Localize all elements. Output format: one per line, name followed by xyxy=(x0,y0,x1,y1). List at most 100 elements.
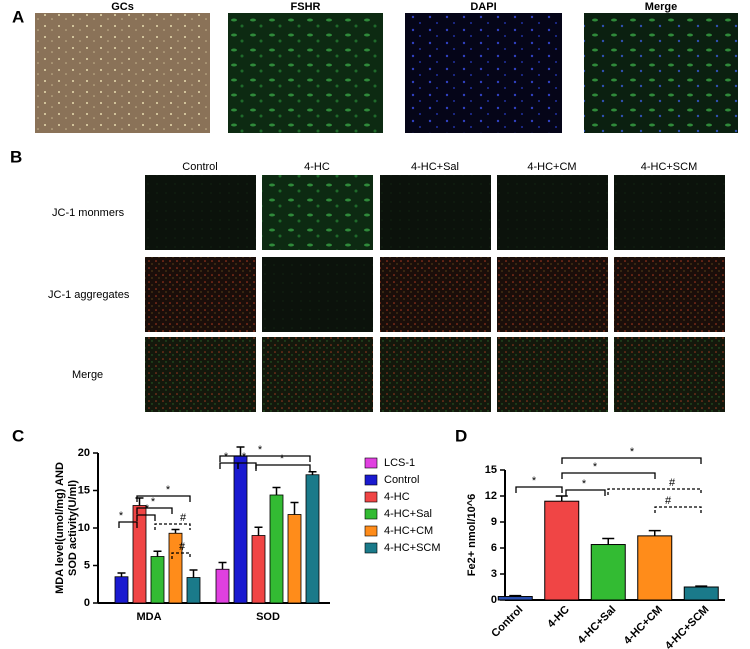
y-tick-label: 0 xyxy=(491,594,497,606)
significance-mark: * xyxy=(151,496,156,508)
bar xyxy=(168,532,183,604)
bar xyxy=(544,500,580,601)
significance-mark: * xyxy=(630,446,635,458)
bar xyxy=(251,535,266,604)
x-tick-label: 4-HC xyxy=(545,604,572,631)
y-tick-label: 9 xyxy=(491,516,497,528)
x-tick-label: 4-HC+CM xyxy=(622,604,665,647)
micrograph xyxy=(228,13,383,133)
y-tick-label: 5 xyxy=(84,559,90,571)
column-label: 4-HC+SCM xyxy=(641,161,698,173)
y-axis-label: SOD activity(U/ml) xyxy=(67,480,79,576)
image-title: GCs xyxy=(111,1,134,13)
error-bar xyxy=(236,446,245,456)
bar xyxy=(215,568,230,604)
y-tick-label: 3 xyxy=(491,568,497,580)
y-tick-label: 0 xyxy=(84,597,90,609)
significance-mark: * xyxy=(224,451,229,463)
error-bar xyxy=(117,572,126,577)
significance-bracket xyxy=(118,521,138,528)
legend-swatch xyxy=(364,542,378,554)
micrograph xyxy=(380,337,491,412)
significance-mark: * xyxy=(582,478,587,490)
micrograph xyxy=(380,257,491,332)
significance-bracket xyxy=(561,457,702,464)
significance-mark: * xyxy=(532,475,537,487)
x-tick-label: Control xyxy=(489,604,525,640)
micrograph xyxy=(614,337,725,412)
image-title: FSHR xyxy=(291,1,321,13)
error-bar xyxy=(254,526,263,536)
micrograph xyxy=(145,257,256,332)
error-bar xyxy=(272,486,281,495)
y-tick-label: 20 xyxy=(78,447,90,459)
x-tick-label: 4-HC+SCM xyxy=(663,604,711,649)
bar xyxy=(233,455,248,604)
row-label: JC-1 monmers xyxy=(52,207,125,219)
error-bar xyxy=(308,471,317,475)
row-label: JC-1 aggregates xyxy=(48,289,130,301)
column-label: Control xyxy=(182,161,217,173)
legend-label: 4-HC+Sal xyxy=(384,508,432,520)
y-tick-label: 12 xyxy=(485,490,497,502)
error-bar xyxy=(171,528,180,534)
legend-label: 4-HC xyxy=(384,491,410,503)
column-label: 4-HC xyxy=(304,161,330,173)
significance-mark: # xyxy=(179,541,186,553)
significance-bracket xyxy=(654,506,702,513)
significance-bracket xyxy=(515,486,563,493)
error-bar xyxy=(189,569,198,578)
bar xyxy=(497,596,533,601)
y-axis-label: Fe2+ nmol/10^6 xyxy=(466,494,478,577)
micrograph xyxy=(614,175,725,250)
panel-label: B xyxy=(10,147,22,166)
micrograph xyxy=(262,337,373,412)
micrograph xyxy=(584,13,738,133)
bar xyxy=(269,494,284,604)
significance-mark: # xyxy=(665,495,672,507)
significance-bracket xyxy=(561,472,656,479)
micrograph xyxy=(35,13,210,133)
y-tick-label: 15 xyxy=(485,464,497,476)
bar xyxy=(150,556,165,604)
x-tick-label: 4-HC+Sal xyxy=(576,604,619,647)
significance-mark: * xyxy=(593,461,598,473)
micrograph xyxy=(145,337,256,412)
micrograph xyxy=(497,257,608,332)
legend-label: 4-HC+CM xyxy=(384,525,433,537)
legend-swatch xyxy=(364,491,378,503)
significance-mark: * xyxy=(145,503,150,515)
panel-label: A xyxy=(12,7,24,26)
significance-mark: * xyxy=(258,444,263,456)
significance-mark: # xyxy=(669,477,676,489)
y-tick-label: 15 xyxy=(78,484,90,496)
significance-mark: * xyxy=(242,451,247,463)
significance-bracket xyxy=(219,455,311,462)
significance-bracket xyxy=(255,464,311,471)
image-title: DAPI xyxy=(470,1,496,13)
legend-label: Control xyxy=(384,474,419,486)
image-title: Merge xyxy=(645,1,677,13)
micrograph xyxy=(262,257,373,332)
legend-swatch xyxy=(364,457,378,469)
row-label: Merge xyxy=(72,369,103,381)
x-tick-label: MDA xyxy=(136,611,161,623)
micrograph xyxy=(497,337,608,412)
bar xyxy=(186,577,201,604)
micrograph xyxy=(497,175,608,250)
micrograph xyxy=(405,13,562,133)
legend-swatch xyxy=(364,508,378,520)
significance-bracket xyxy=(154,523,191,530)
column-label: 4-HC+Sal xyxy=(411,161,459,173)
error-bar xyxy=(648,529,661,536)
bar xyxy=(114,576,129,604)
column-label: 4-HC+CM xyxy=(527,161,576,173)
y-tick-label: 10 xyxy=(78,522,90,534)
significance-bracket xyxy=(136,495,191,502)
legend-label: LCS-1 xyxy=(384,457,415,469)
micrograph xyxy=(262,175,373,250)
significance-mark: * xyxy=(119,510,124,522)
panel-label: C xyxy=(12,426,24,445)
